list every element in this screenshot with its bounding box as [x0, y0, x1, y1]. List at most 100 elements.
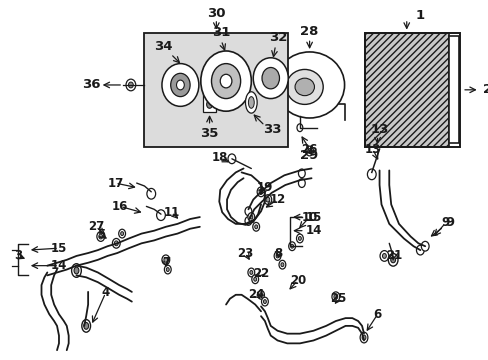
Text: 4: 4	[102, 286, 109, 300]
Ellipse shape	[298, 237, 301, 240]
Ellipse shape	[298, 179, 305, 188]
Ellipse shape	[261, 297, 268, 306]
Ellipse shape	[298, 169, 305, 178]
Ellipse shape	[281, 263, 284, 267]
Ellipse shape	[227, 154, 235, 164]
Text: 6: 6	[373, 308, 381, 321]
Ellipse shape	[247, 213, 254, 221]
Bar	[364, 32, 447, 147]
Ellipse shape	[274, 52, 344, 118]
Ellipse shape	[366, 169, 375, 180]
Ellipse shape	[83, 323, 88, 329]
Text: 7: 7	[162, 256, 169, 269]
Ellipse shape	[220, 74, 231, 88]
Ellipse shape	[290, 244, 293, 248]
Ellipse shape	[211, 64, 240, 99]
Ellipse shape	[128, 82, 133, 88]
Ellipse shape	[264, 195, 271, 204]
Ellipse shape	[254, 225, 257, 229]
Ellipse shape	[252, 222, 259, 231]
Text: 35: 35	[200, 127, 218, 140]
Ellipse shape	[265, 197, 269, 202]
Ellipse shape	[305, 146, 313, 156]
Ellipse shape	[279, 260, 285, 269]
Text: 8: 8	[274, 247, 282, 261]
Ellipse shape	[253, 58, 287, 99]
Ellipse shape	[249, 270, 252, 274]
Ellipse shape	[387, 253, 397, 266]
Text: 33: 33	[263, 123, 282, 136]
Ellipse shape	[296, 234, 303, 243]
Ellipse shape	[244, 217, 251, 225]
Ellipse shape	[249, 215, 252, 219]
Ellipse shape	[257, 291, 264, 299]
Text: 15: 15	[51, 242, 67, 255]
Text: 26: 26	[301, 143, 317, 156]
Ellipse shape	[263, 300, 266, 303]
Bar	[203, 85, 216, 112]
Text: 17: 17	[107, 177, 123, 190]
Text: 5: 5	[97, 228, 104, 241]
Text: 10: 10	[301, 211, 317, 224]
Text: 23: 23	[237, 247, 253, 260]
Ellipse shape	[294, 78, 314, 96]
Text: 12: 12	[269, 193, 285, 206]
Text: 21: 21	[385, 249, 402, 262]
Text: 14: 14	[305, 224, 321, 237]
Ellipse shape	[382, 253, 386, 258]
Text: 32: 32	[269, 31, 287, 44]
Text: 18: 18	[212, 151, 228, 164]
Ellipse shape	[361, 335, 365, 340]
Text: 14: 14	[51, 259, 67, 272]
Text: 19: 19	[256, 181, 273, 194]
Ellipse shape	[288, 242, 295, 251]
Ellipse shape	[390, 257, 395, 263]
Text: 31: 31	[212, 26, 230, 39]
Text: 24: 24	[247, 288, 264, 301]
Ellipse shape	[126, 79, 136, 91]
Ellipse shape	[333, 294, 337, 299]
Ellipse shape	[146, 188, 155, 199]
Ellipse shape	[81, 320, 90, 332]
Ellipse shape	[296, 124, 302, 132]
Text: 9: 9	[441, 216, 449, 229]
Ellipse shape	[164, 265, 171, 274]
Ellipse shape	[201, 51, 251, 111]
Ellipse shape	[276, 254, 279, 258]
Bar	[447, 36, 458, 143]
Ellipse shape	[421, 241, 428, 251]
Ellipse shape	[248, 96, 254, 108]
Ellipse shape	[119, 229, 125, 238]
Ellipse shape	[166, 267, 169, 271]
Ellipse shape	[251, 275, 258, 284]
Text: 22: 22	[252, 267, 268, 280]
Ellipse shape	[359, 332, 367, 343]
Text: 11: 11	[163, 206, 180, 219]
Ellipse shape	[244, 207, 251, 216]
Ellipse shape	[274, 252, 281, 260]
Text: 27: 27	[87, 220, 104, 233]
Ellipse shape	[99, 234, 102, 239]
Text: 34: 34	[153, 40, 172, 53]
Ellipse shape	[259, 293, 262, 297]
Text: 9: 9	[444, 216, 453, 229]
Ellipse shape	[163, 257, 167, 262]
Text: 28: 28	[300, 25, 318, 38]
Ellipse shape	[416, 245, 424, 255]
Bar	[364, 32, 459, 147]
Text: 3: 3	[14, 249, 22, 262]
Ellipse shape	[74, 267, 79, 274]
Ellipse shape	[162, 64, 199, 106]
Text: 1: 1	[415, 9, 424, 22]
Ellipse shape	[71, 264, 81, 277]
Text: 13: 13	[364, 143, 380, 156]
Text: 25: 25	[330, 292, 346, 305]
Ellipse shape	[262, 67, 279, 89]
Ellipse shape	[257, 187, 264, 197]
Ellipse shape	[114, 241, 118, 246]
Text: 30: 30	[207, 6, 225, 19]
Ellipse shape	[162, 255, 169, 265]
Ellipse shape	[121, 231, 123, 235]
Ellipse shape	[206, 100, 212, 108]
Ellipse shape	[245, 92, 257, 113]
